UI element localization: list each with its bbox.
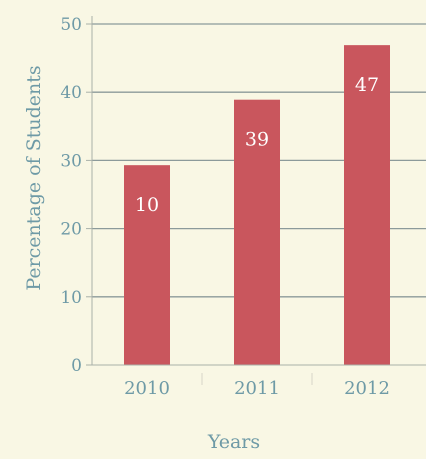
data-label: 47	[355, 74, 379, 96]
bar-2012	[344, 45, 390, 365]
x-axis-title: Years	[207, 431, 260, 453]
data-label: 10	[135, 194, 159, 216]
x-tick-label: 2011	[234, 378, 280, 399]
axes	[86, 16, 426, 385]
y-tick-label: 10	[60, 288, 82, 308]
data-label: 39	[245, 129, 269, 151]
bars	[124, 45, 390, 366]
y-tick-label: 40	[60, 83, 82, 103]
bar-2010	[124, 165, 170, 365]
y-tick-label: 30	[60, 151, 82, 171]
y-axis-title: Percentage of Students	[23, 65, 45, 290]
y-tick-label: 20	[60, 220, 82, 240]
y-tick-label: 0	[71, 356, 82, 376]
x-tick-label: 2010	[124, 378, 170, 399]
bar-2011	[234, 99, 280, 366]
x-tick-label: 2012	[344, 378, 390, 399]
y-tick-label: 50	[60, 15, 82, 35]
labels: 0 10 20 30 40 50 10 2010 39 2011 47 2012	[60, 15, 390, 399]
